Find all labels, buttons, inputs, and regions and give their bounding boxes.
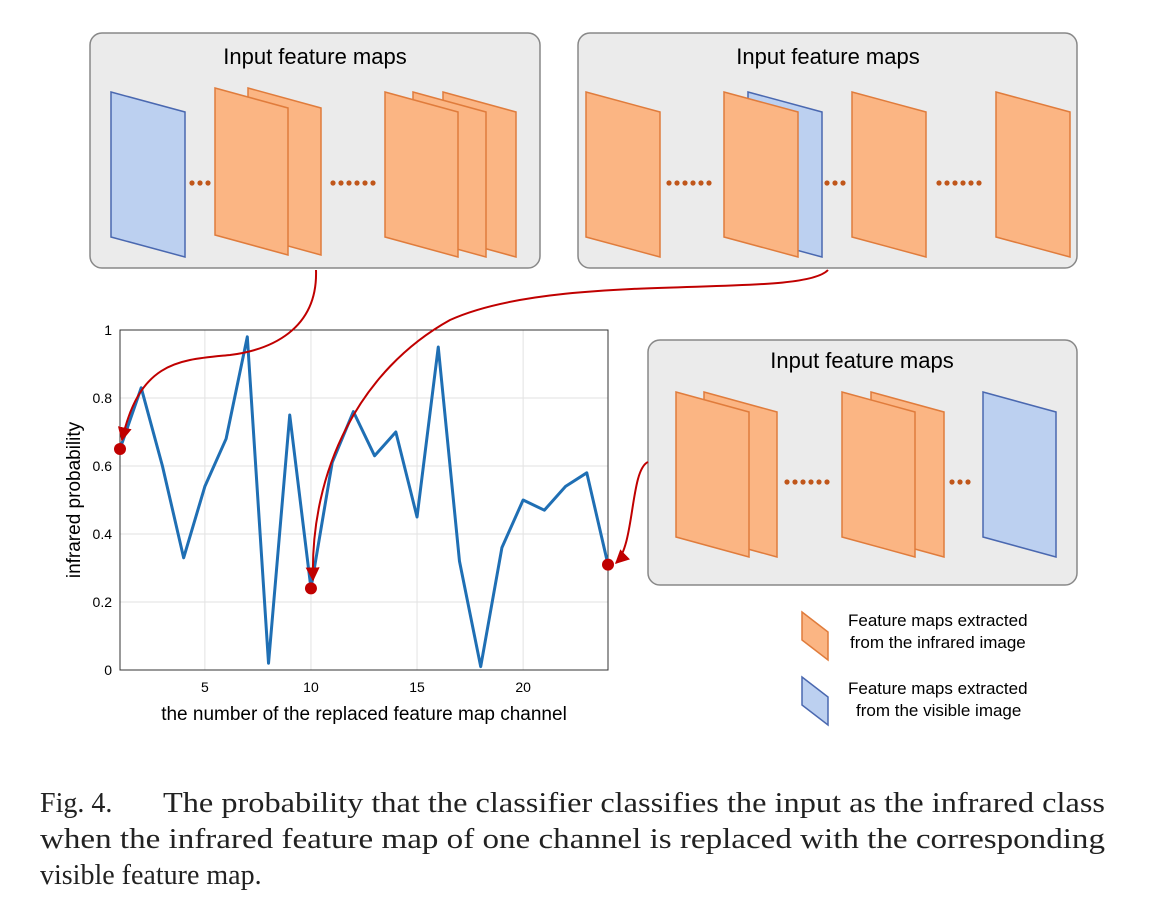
ellipsis-dot — [944, 180, 950, 186]
x-tick-label: 10 — [303, 679, 319, 695]
panel-title: Input feature maps — [736, 44, 919, 69]
ellipsis-dot — [338, 180, 344, 186]
x-tick-label: 20 — [515, 679, 531, 695]
panel-title: Input feature maps — [223, 44, 406, 69]
y-tick-label: 0.4 — [93, 526, 113, 542]
caption-text: when the infrared feature map of one cha… — [40, 824, 1105, 855]
caption-label: Fig. 4. — [40, 788, 112, 819]
ellipsis-dot — [706, 180, 712, 186]
ellipsis-dot — [936, 180, 942, 186]
ellipsis-dot — [690, 180, 696, 186]
caption-text: The probability that the classifier clas… — [163, 788, 1105, 819]
ellipsis-dot — [816, 479, 822, 485]
ellipsis-dot — [682, 180, 688, 186]
ellipsis-dot — [800, 479, 806, 485]
feature-map — [801, 610, 829, 662]
feature-map — [801, 675, 829, 727]
legend-text: Feature maps extracted — [848, 611, 1028, 630]
y-tick-label: 0.6 — [93, 458, 113, 474]
ellipsis-dot — [824, 180, 830, 186]
caption-text: visible feature map. — [40, 860, 262, 891]
feature-map — [214, 87, 289, 256]
ellipsis-dot — [362, 180, 368, 186]
x-axis-label: the number of the replaced feature map c… — [161, 704, 567, 725]
ellipsis-dot — [976, 180, 982, 186]
ellipsis-dot — [189, 180, 195, 186]
feature-map — [995, 91, 1071, 258]
ellipsis-dot — [205, 180, 211, 186]
x-tick-label: 5 — [201, 679, 209, 695]
x-tick-label: 15 — [409, 679, 425, 695]
feature-map — [851, 91, 927, 258]
panel — [577, 32, 1078, 269]
ellipsis-dot — [965, 479, 971, 485]
y-tick-label: 0.8 — [93, 390, 113, 406]
ellipsis-dot — [698, 180, 704, 186]
feature-map — [110, 91, 186, 258]
feature-map — [384, 91, 459, 258]
ellipsis-dot — [346, 180, 352, 186]
ellipsis-dot — [784, 479, 790, 485]
ellipsis-dot — [666, 180, 672, 186]
ellipsis-dot — [330, 180, 336, 186]
highlight-point — [602, 558, 614, 571]
y-tick-label: 0.2 — [93, 594, 113, 610]
highlight-point — [114, 443, 126, 455]
ellipsis-dot — [674, 180, 680, 186]
feature-map — [841, 391, 916, 558]
feature-map — [585, 91, 661, 258]
arrow — [614, 461, 649, 564]
panel-title: Input feature maps — [770, 348, 953, 373]
y-tick-label: 0 — [104, 662, 112, 678]
arrow — [117, 269, 318, 442]
highlight-point — [304, 582, 317, 595]
ellipsis-dot — [968, 180, 974, 186]
y-tick-label: 1 — [104, 322, 112, 338]
legend-text: from the visible image — [856, 701, 1021, 720]
data-line — [118, 335, 610, 669]
arrow — [305, 269, 829, 582]
ellipsis-dot — [792, 479, 798, 485]
ellipsis-dot — [840, 180, 846, 186]
feature-map — [675, 391, 750, 558]
ellipsis-dot — [354, 180, 360, 186]
feature-map — [982, 391, 1057, 558]
y-axis-label: infrared probability — [64, 421, 85, 578]
plot-frame — [119, 329, 609, 671]
plot-area — [120, 330, 608, 670]
ellipsis-dot — [197, 180, 203, 186]
feature-map — [723, 91, 799, 258]
ellipsis-dot — [957, 479, 963, 485]
ellipsis-dot — [824, 479, 830, 485]
ellipsis-dot — [370, 180, 376, 186]
ellipsis-dot — [949, 479, 955, 485]
ellipsis-dot — [952, 180, 958, 186]
ellipsis-dot — [832, 180, 838, 186]
feature-maps — [110, 87, 1071, 727]
legend-text: Feature maps extracted — [848, 679, 1028, 698]
legend-text: from the infrared image — [850, 633, 1026, 652]
ellipsis-dot — [808, 479, 814, 485]
ellipsis-dot — [960, 180, 966, 186]
